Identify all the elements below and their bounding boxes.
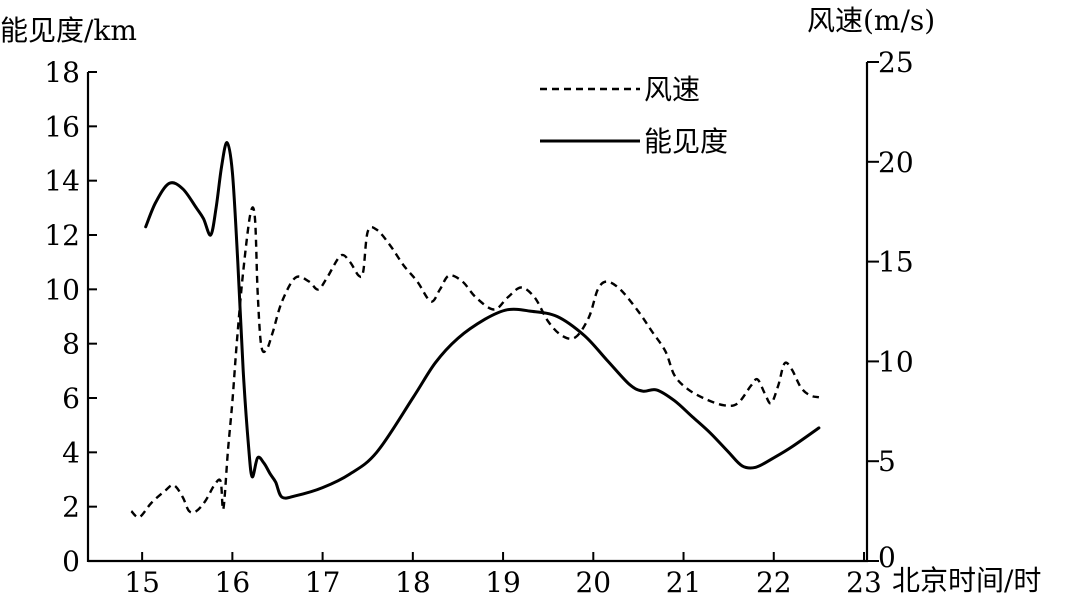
left-tick-label: 10	[44, 273, 80, 306]
left-tick-label: 4	[62, 436, 80, 469]
x-tick-label: 22	[756, 566, 792, 599]
x-tick-label: 20	[575, 566, 611, 599]
legend: 风速 能见度	[540, 73, 728, 158]
x-tick-label: 21	[666, 566, 702, 599]
right-axis-ticks: 0 5 10 15 20 25	[867, 46, 914, 574]
x-tick-label: 19	[485, 566, 521, 599]
left-axis-title: 能见度/km	[0, 14, 137, 47]
x-tick-label: 17	[305, 566, 341, 599]
left-tick-label: 6	[62, 382, 80, 415]
wind-speed-line	[130, 206, 820, 519]
series-layer	[130, 141, 821, 519]
right-tick-label: 15	[878, 246, 914, 279]
left-tick-label: 0	[62, 545, 80, 578]
left-tick-label: 18	[44, 56, 80, 89]
x-axis-title: 北京时间/时	[892, 564, 1041, 597]
right-axis: 风速(m/s) 0 5 10 15 20 25	[807, 4, 935, 574]
left-tick-label: 8	[62, 328, 80, 361]
x-tick-label: 18	[395, 566, 431, 599]
right-tick-label: 0	[878, 541, 896, 574]
legend-visibility-label: 能见度	[644, 125, 728, 158]
x-axis-ticks: 15 16 17 18 19 20 21 22 23	[124, 552, 882, 599]
left-tick-label: 2	[62, 491, 80, 524]
right-tick-label: 10	[878, 345, 914, 378]
right-tick-label: 5	[878, 445, 896, 478]
x-axis: 北京时间/时 15 16 17 18 19 20 21 22 23	[88, 552, 1041, 599]
left-tick-label: 16	[44, 110, 80, 143]
x-tick-label: 15	[124, 566, 160, 599]
x-tick-label: 23	[846, 566, 882, 599]
visibility-line	[144, 141, 821, 500]
legend-wind-label: 风速	[644, 73, 700, 106]
left-axis: 能见度/km 0 2 4 6 8 10 12 14 16 18	[0, 14, 137, 578]
x-tick-label: 16	[215, 566, 251, 599]
left-tick-label: 14	[44, 165, 80, 198]
left-tick-label: 12	[44, 219, 80, 252]
right-tick-label: 20	[878, 146, 914, 179]
left-axis-ticks: 0 2 4 6 8 10 12 14 16 18	[44, 56, 97, 578]
right-tick-label: 25	[878, 46, 914, 79]
right-axis-title: 风速(m/s)	[807, 4, 935, 37]
